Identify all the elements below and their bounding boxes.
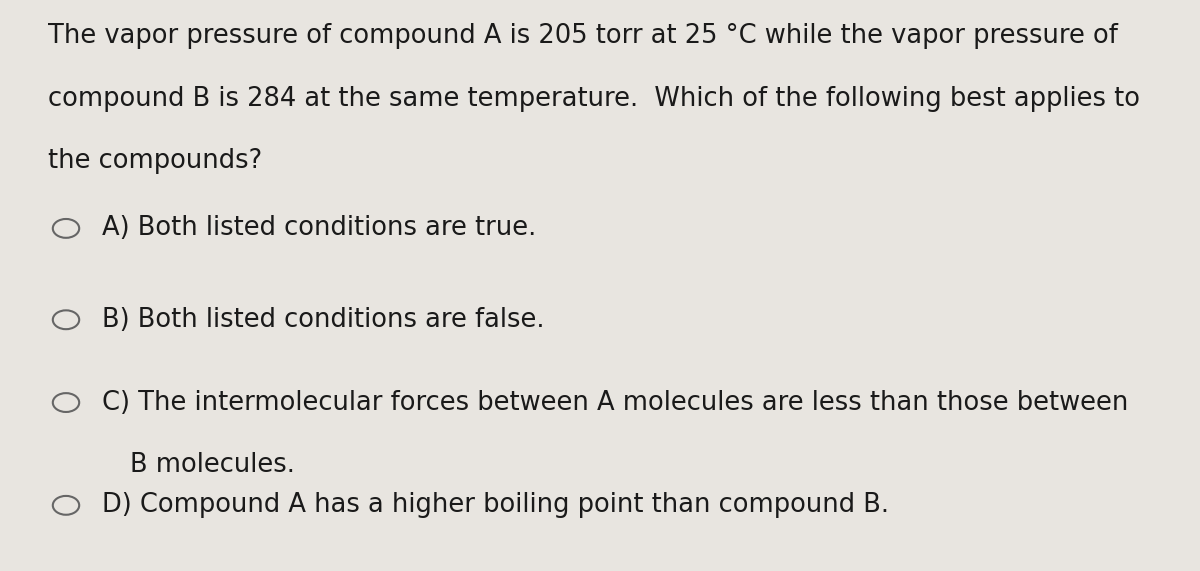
Text: D) Compound A has a higher boiling point than compound B.: D) Compound A has a higher boiling point… (102, 492, 889, 518)
Text: C) The intermolecular forces between A molecules are less than those between: C) The intermolecular forces between A m… (102, 389, 1128, 416)
Text: B) Both listed conditions are false.: B) Both listed conditions are false. (102, 307, 545, 333)
Text: B molecules.: B molecules. (130, 452, 294, 478)
Text: compound B is 284 at the same temperature.  Which of the following best applies : compound B is 284 at the same temperatur… (48, 86, 1140, 112)
Text: The vapor pressure of compound A is 205 torr at 25 °C while the vapor pressure o: The vapor pressure of compound A is 205 … (48, 23, 1118, 49)
Text: A) Both listed conditions are true.: A) Both listed conditions are true. (102, 215, 536, 242)
Text: the compounds?: the compounds? (48, 148, 262, 175)
